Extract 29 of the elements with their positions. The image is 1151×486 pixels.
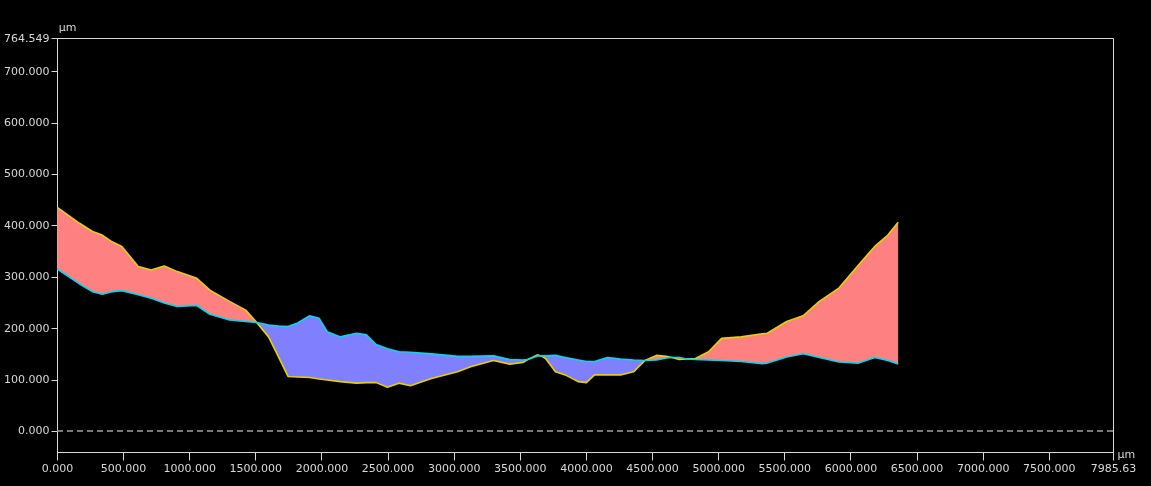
x-tick-label: 6000.000 [824, 461, 878, 475]
line-series [56, 268, 899, 365]
y-tick-label: 700.000 [4, 64, 50, 78]
y-tick-label: 500.000 [4, 167, 50, 181]
y-tick-label: 764.549 [4, 31, 50, 45]
x-tick-label: 7000.000 [956, 461, 1010, 475]
x-axis-title: µm [1117, 447, 1136, 461]
y-tick-label: 400.000 [4, 218, 50, 232]
x-tick-label: 1500.000 [229, 461, 283, 475]
x-tick-label: 3000.000 [427, 461, 481, 475]
x-tick-label: 4000.000 [560, 461, 613, 475]
x-tick-label: 3500.000 [494, 461, 547, 475]
x-tick-label: 5500.000 [758, 461, 812, 475]
y-tick-label: 300.000 [4, 270, 50, 284]
x-tick-label: 4500.000 [626, 461, 679, 475]
x-tick-label: 2500.000 [361, 461, 415, 475]
x-tick-label: 1000.000 [163, 461, 216, 475]
x-tick-label: 7985.63 [1090, 461, 1137, 475]
x-tick-label: 6500.000 [890, 461, 944, 475]
y-axis-title: µm [58, 20, 77, 34]
y-tick-label: 100.000 [4, 373, 50, 387]
x-tick-label: 2000.000 [295, 461, 349, 475]
x-tick-label: 7500.000 [1023, 461, 1076, 475]
y-tick-label: 0.000 [18, 424, 50, 438]
x-tick-label: 5000.000 [692, 461, 745, 475]
y-tick-label: 600.000 [4, 116, 50, 130]
y-tick-label: 200.000 [4, 321, 50, 335]
x-tick-label: 500.000 [100, 461, 147, 475]
x-tick-label: 0.000 [41, 461, 74, 475]
